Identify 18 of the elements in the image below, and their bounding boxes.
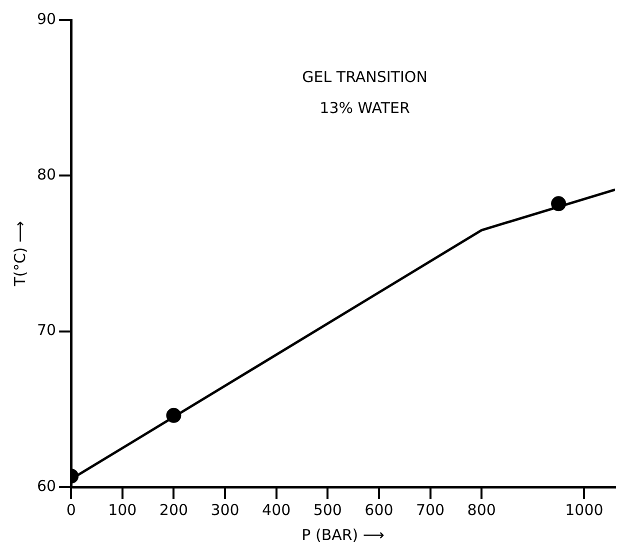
x-axis-title: P (BAR) ⟶: [302, 526, 384, 544]
y-axis-title: T(°C) ⟶: [10, 220, 29, 288]
x-tick-label: 400: [262, 500, 291, 519]
x-tick-label: 300: [210, 500, 240, 519]
y-tick-label: 90: [36, 10, 56, 28]
x-tick-label: 800: [467, 500, 496, 519]
y-tick-label: 80: [36, 166, 56, 184]
x-tick-label: 100: [108, 500, 137, 519]
x-tick-label: 0: [66, 500, 76, 519]
y-tick-label: 60: [36, 476, 56, 495]
x-tick-label: 1000: [565, 500, 604, 519]
annotation: 13% WATER: [320, 99, 410, 117]
x-tick-label: 500: [313, 500, 342, 519]
y-tick-label: 70: [36, 321, 56, 340]
annotation: GEL TRANSITION: [302, 68, 428, 86]
x-tick-label: 600: [364, 500, 394, 519]
x-tick-label: 700: [416, 500, 445, 519]
x-tick-label: 200: [159, 500, 188, 519]
